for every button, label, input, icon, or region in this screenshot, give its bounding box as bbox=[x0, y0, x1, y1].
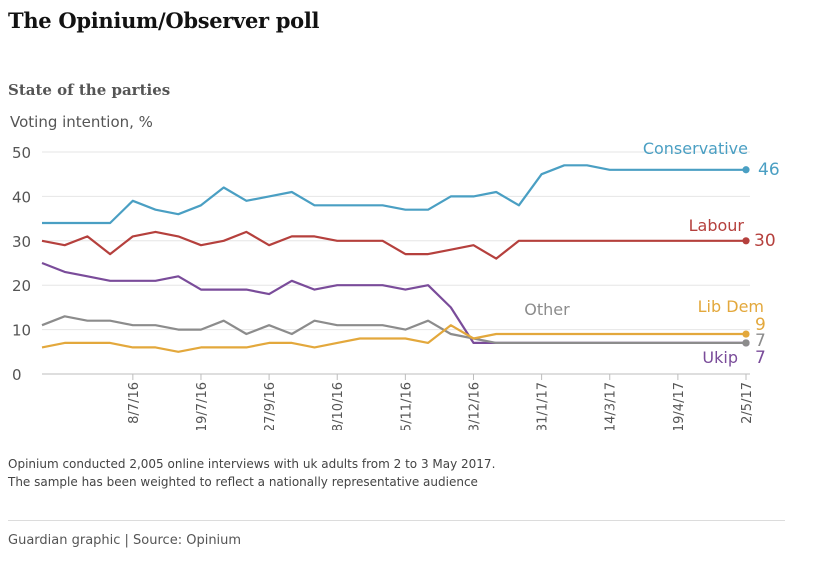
chart-subtitle: State of the parties bbox=[8, 81, 171, 99]
note-line-1: Opinium conducted 2,005 online interview… bbox=[8, 457, 496, 471]
y-tick-label-10: 10 bbox=[12, 322, 31, 340]
footer-divider bbox=[8, 520, 785, 521]
series-end-dot-other bbox=[742, 339, 750, 347]
series-label-lib-dem: Lib Dem bbox=[698, 297, 764, 316]
x-tick-label-6: 31/1/17 bbox=[536, 382, 551, 430]
x-tick-label-7: 14/3/17 bbox=[604, 382, 619, 430]
x-tick-label-0: 8/7/16 bbox=[127, 382, 142, 424]
series-label-ukip: Ukip bbox=[702, 348, 738, 367]
series-end-dot-conservative bbox=[742, 166, 750, 174]
x-tick-label-5: 13/12/16 bbox=[467, 382, 482, 430]
series-end-value-labour: 30 bbox=[754, 231, 776, 251]
x-tick-label-1: 19/7/16 bbox=[195, 382, 210, 430]
series-line-labour bbox=[41, 230, 746, 260]
series-end-value-lib-dem: 9 bbox=[755, 315, 766, 335]
series-end-dot-labour bbox=[742, 237, 750, 245]
y-tick-label-20: 20 bbox=[12, 277, 31, 295]
series-end-value-ukip: 7 bbox=[755, 348, 766, 368]
series-line-other bbox=[41, 315, 746, 344]
x-tick-label-9: 2/5/17 bbox=[740, 382, 755, 424]
note-line-2: The sample has been weighted to reflect … bbox=[8, 475, 478, 489]
x-tick-label-3: 18/10/16 bbox=[331, 382, 346, 430]
series-line-ukip bbox=[41, 261, 746, 344]
series-end-dot-lib-dem bbox=[742, 330, 750, 338]
series-line-lib-dem bbox=[41, 324, 746, 353]
x-tick-label-4: 15/11/16 bbox=[399, 382, 414, 430]
y-tick-label-40: 40 bbox=[12, 188, 31, 206]
chart-title: The Opinium/Observer poll bbox=[8, 8, 320, 33]
series-end-value-conservative: 46 bbox=[758, 160, 780, 180]
series-label-conservative: Conservative bbox=[643, 139, 748, 158]
source-credit: Guardian graphic | Source: Opinium bbox=[8, 533, 242, 548]
methodology-note: Opinium conducted 2,005 online interview… bbox=[8, 455, 495, 491]
series-label-labour: Labour bbox=[689, 216, 745, 235]
x-tick-label-8: 19/4/17 bbox=[672, 382, 687, 430]
line-chart: 0 10 20 30 40 50 8/7/16 19/7/16 27/9/16 18/10/16 1… bbox=[12, 139, 780, 430]
series-label-other: Other bbox=[524, 300, 570, 319]
y-tick-label-50: 50 bbox=[12, 144, 31, 162]
x-tick-label-2: 27/9/16 bbox=[263, 382, 278, 430]
series-line-conservative bbox=[42, 164, 746, 225]
series-end-value-other: 7 bbox=[755, 331, 766, 351]
y-tick-label-30: 30 bbox=[12, 233, 31, 251]
y-axis-label: Voting intention, % bbox=[10, 113, 153, 131]
y-tick-label-0: 0 bbox=[12, 366, 22, 384]
